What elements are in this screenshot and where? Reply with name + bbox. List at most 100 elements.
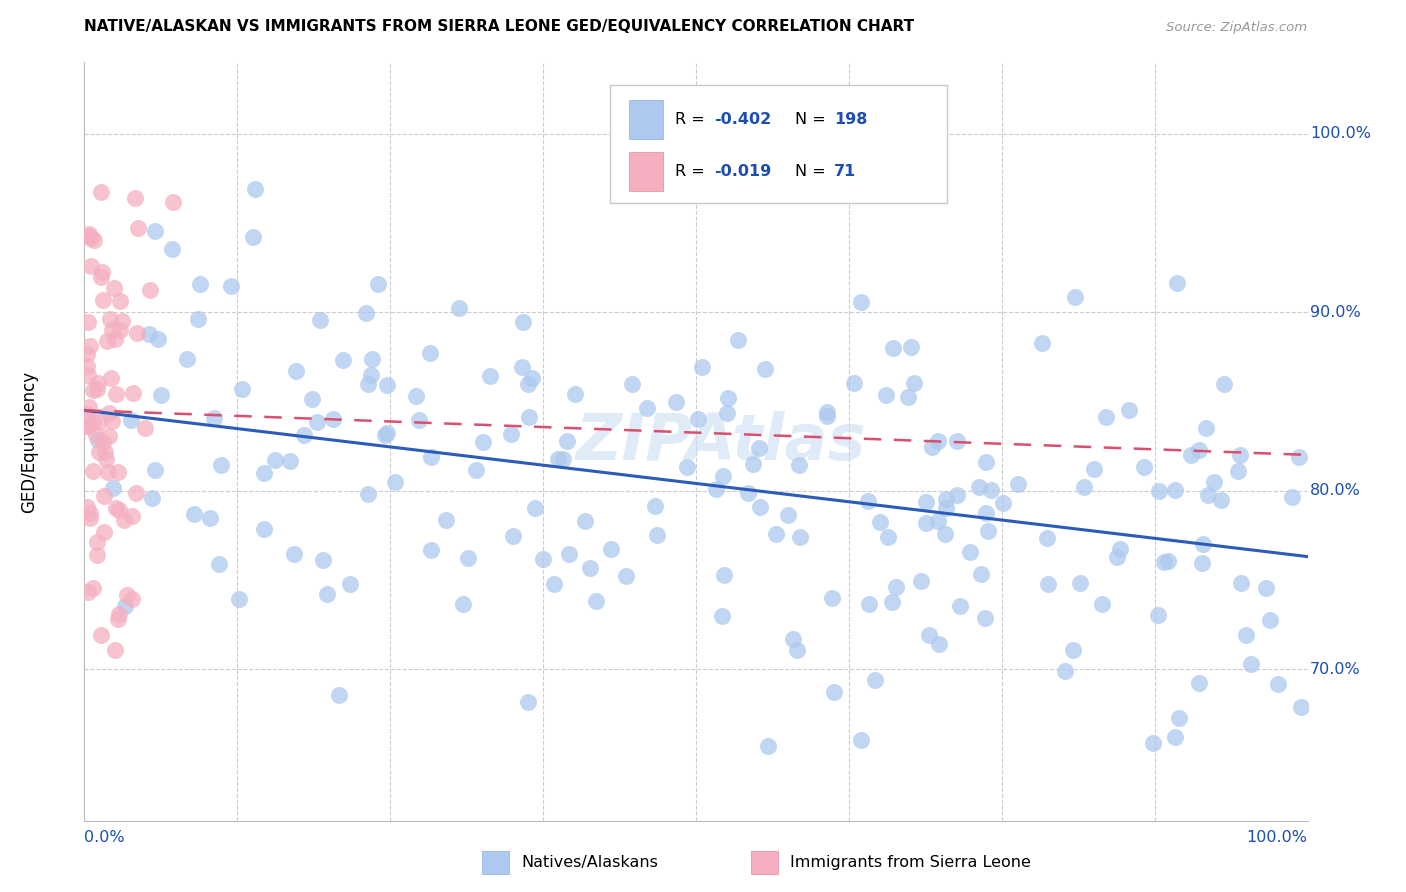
Point (1073, 480, 1095, 494)
Point (149, 388, 172, 402)
Point (676, 459, 699, 474)
Point (882, 341, 904, 355)
Point (918, 628, 941, 642)
Point (558, 548, 581, 562)
Point (786, 643, 808, 657)
Point (76, 584, 98, 599)
Point (897, 390, 920, 404)
Point (82, 414, 104, 428)
Point (408, 413, 430, 427)
Point (328, 688, 350, 702)
Point (112, 513, 135, 527)
Point (183, 507, 205, 521)
Point (501, 427, 523, 442)
Text: NATIVE/ALASKAN VS IMMIGRANTS FROM SIERRA LEONE GED/EQUIVALENCY CORRELATION CHART: NATIVE/ALASKAN VS IMMIGRANTS FROM SIERRA… (84, 19, 914, 34)
Point (83, 233, 105, 247)
Point (765, 527, 787, 541)
Point (89, 444, 111, 458)
Point (517, 376, 540, 391)
Point (727, 333, 749, 347)
Point (264, 452, 287, 467)
Point (517, 695, 540, 709)
Point (1036, 576, 1059, 591)
Point (1195, 421, 1218, 435)
Point (1180, 448, 1202, 462)
Point (875, 387, 897, 401)
Point (1167, 711, 1189, 725)
Point (202, 411, 225, 425)
Point (187, 312, 209, 326)
Point (360, 368, 382, 382)
Point (621, 377, 644, 392)
Point (90, 185, 112, 199)
Point (844, 376, 866, 390)
Point (1153, 555, 1175, 569)
Point (242, 229, 264, 244)
Point (921, 440, 943, 454)
Point (756, 739, 779, 753)
Point (1133, 460, 1156, 475)
Point (77, 228, 100, 243)
Point (935, 501, 957, 516)
Point (252, 522, 274, 536)
Point (86, 548, 108, 562)
Text: 90.0%: 90.0% (1310, 305, 1361, 319)
Point (91, 434, 114, 449)
Point (977, 524, 1000, 539)
Point (869, 516, 891, 530)
Point (1069, 576, 1091, 591)
Point (716, 406, 738, 420)
Point (312, 553, 335, 567)
Point (754, 362, 776, 376)
Point (645, 528, 668, 542)
Point (737, 486, 759, 500)
Point (946, 488, 969, 502)
Point (1164, 730, 1187, 744)
Point (278, 454, 301, 468)
Point (284, 364, 307, 378)
Point (162, 195, 184, 210)
Point (1289, 700, 1312, 714)
Text: N =: N = (794, 112, 831, 128)
Point (111, 314, 134, 328)
Point (815, 405, 838, 419)
Point (903, 376, 925, 391)
Point (1095, 410, 1118, 425)
Point (138, 283, 160, 297)
Point (420, 450, 443, 464)
Text: 70.0%: 70.0% (1310, 662, 1361, 676)
Point (1118, 403, 1140, 417)
Point (1031, 336, 1053, 351)
Point (688, 412, 710, 426)
Point (457, 551, 479, 566)
Point (98, 406, 121, 420)
Point (90, 269, 112, 284)
Point (578, 561, 600, 575)
Point (976, 455, 998, 469)
Point (367, 277, 389, 291)
Point (974, 506, 997, 520)
Point (405, 389, 427, 403)
Point (502, 528, 524, 542)
Point (1267, 677, 1289, 691)
Point (209, 458, 232, 473)
Point (465, 463, 488, 477)
Text: -0.402: -0.402 (714, 112, 772, 128)
Point (375, 378, 398, 392)
Point (420, 543, 443, 558)
Point (93, 524, 115, 539)
Point (564, 387, 586, 401)
Point (1281, 491, 1303, 505)
Point (176, 351, 198, 366)
Point (77, 315, 100, 329)
Point (1142, 736, 1164, 750)
Point (107, 612, 129, 626)
Point (1083, 462, 1105, 476)
Point (87, 433, 110, 447)
Point (970, 567, 993, 582)
Point (980, 483, 1002, 498)
Point (711, 469, 734, 483)
Point (93, 444, 115, 458)
Point (384, 475, 406, 490)
Point (1226, 464, 1249, 478)
